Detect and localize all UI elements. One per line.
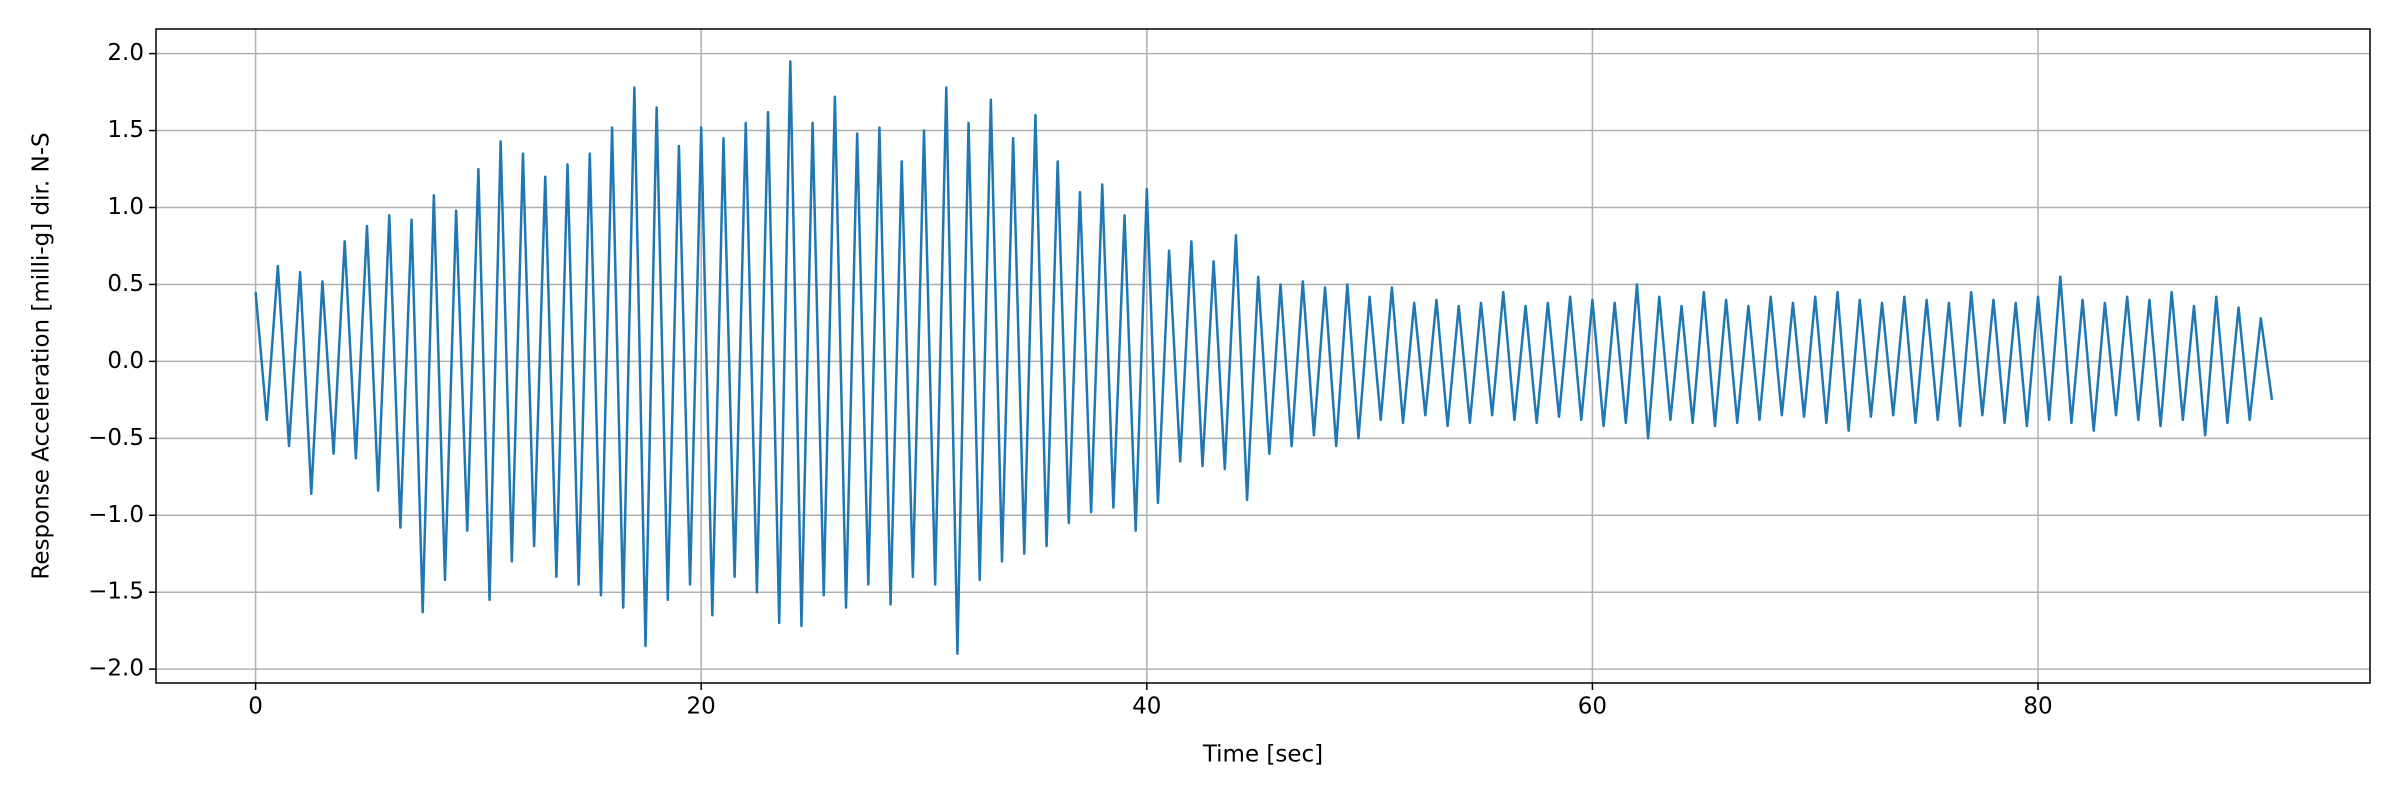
x-tick-label: 0 bbox=[248, 694, 263, 720]
y-tick-label: −0.5 bbox=[88, 425, 144, 451]
data-line bbox=[254, 60, 2274, 656]
axes-frame bbox=[155, 28, 2371, 684]
y-tick-label: 0.0 bbox=[107, 348, 144, 374]
x-tick-label: 80 bbox=[2023, 694, 2052, 720]
y-tick-label: 2.0 bbox=[107, 40, 144, 66]
x-tick-label: 40 bbox=[1132, 694, 1161, 720]
y-tick-label: −1.5 bbox=[88, 579, 144, 605]
y-tick-label: −2.0 bbox=[88, 656, 144, 682]
x-tick-label: 60 bbox=[1578, 694, 1607, 720]
y-axis-label: Response Acceleration [milli-g] dir. N-S bbox=[29, 132, 55, 579]
y-tick-label: 0.5 bbox=[107, 271, 144, 297]
y-tick-label: −1.0 bbox=[88, 502, 144, 528]
y-tick-label: 1.5 bbox=[107, 117, 144, 143]
x-axis-label: Time [sec] bbox=[1202, 742, 1323, 768]
x-tick-label: 20 bbox=[687, 694, 716, 720]
y-tick-label: 1.0 bbox=[107, 194, 144, 220]
